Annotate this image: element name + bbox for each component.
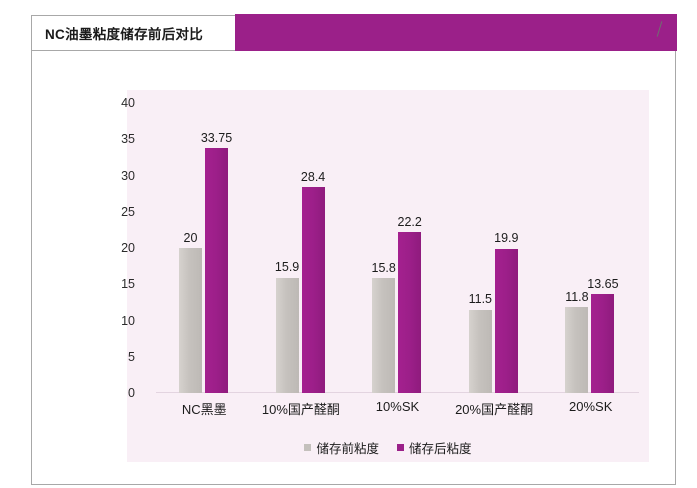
legend-swatch-icon [304, 444, 312, 451]
bar-before-1: 15.9 [275, 261, 299, 393]
legend-item-before: 储存前粘度 [304, 438, 379, 457]
bar-group: 15.9 28.4 [253, 103, 350, 393]
bar-label: 11.5 [468, 292, 492, 307]
legend-label: 储存前粘度 [316, 442, 379, 456]
bar-group: 15.8 22.2 [349, 103, 446, 393]
y-axis-tick: 25 [121, 204, 135, 219]
y-axis-tick: 35 [121, 132, 135, 146]
y-axis-tick: 10 [121, 313, 135, 328]
legend-item-after: 储存后粘度 [397, 438, 472, 457]
axis-baseline [156, 392, 639, 393]
bar-label: 22.2 [397, 214, 422, 229]
bar-after-4: 13.65 [587, 278, 619, 393]
bar-before-2: 15.8 [372, 262, 396, 393]
chart-plot-background: 40 35 30 25 20 15 10 5 0 20 33.75 15.9 [121, 90, 649, 462]
page-title: NC油墨粘度储存前后对比 [45, 27, 204, 42]
y-axis-tick: 30 [121, 168, 135, 183]
y-axis-tick: 15 [121, 277, 135, 291]
bar-label: 15.8 [371, 260, 396, 275]
bar-label: 11.8 [565, 289, 589, 304]
bar-group: 20 33.75 [156, 103, 253, 393]
x-axis-tick: 20%国产醛酮 [455, 402, 534, 417]
bar-before-3: 11.5 [469, 293, 492, 393]
chart-legend: 储存前粘度 储存后粘度 [127, 438, 649, 457]
x-axis-tick: NC黑墨 [181, 402, 227, 417]
legend-label: 储存后粘度 [409, 442, 472, 456]
legend-swatch-icon [397, 444, 404, 451]
y-axis-tick: 20 [121, 240, 135, 255]
bar-before-4: 11.8 [565, 291, 589, 393]
y-axis-tick: 5 [128, 349, 135, 364]
bar-label: 20 [183, 230, 198, 245]
bar-before-0: 20 [179, 231, 202, 393]
bar-after-1: 28.4 [301, 171, 325, 393]
y-axis-tick: 40 [121, 95, 135, 110]
bar-label: 13.65 [587, 276, 619, 291]
header-band [235, 14, 677, 51]
x-axis-tick: 10%SK [375, 399, 420, 414]
bar-group: 11.8 13.65 [542, 103, 639, 393]
y-axis-tick: 0 [128, 385, 135, 400]
bar-label: 15.9 [274, 260, 300, 275]
x-axis-tick: 20%SK [569, 399, 613, 414]
bar-after-3: 19.9 [494, 232, 518, 393]
x-axis-tick: 10%国产醛酮 [261, 402, 340, 417]
bar-label: 19.9 [494, 231, 519, 246]
chart-card-frame: 40 35 30 25 20 15 10 5 0 20 33.75 15.9 [31, 15, 676, 485]
title-box: NC油墨粘度储存前后对比 [31, 15, 235, 51]
x-axis-labels: NC黑墨 10%国产醛酮 10%SK 20%国产醛酮 20%SK [156, 399, 639, 419]
bar-group: 11.5 19.9 [446, 103, 543, 393]
bar-after-2: 22.2 [398, 216, 422, 393]
bar-label: 33.75 [200, 130, 233, 145]
bar-after-0: 33.75 [201, 132, 232, 393]
bar-label: 28.4 [300, 169, 326, 184]
slash-mark-icon [656, 21, 663, 37]
bars-plot-area: 20 33.75 15.9 28.4 15.8 22.2 [156, 103, 639, 393]
